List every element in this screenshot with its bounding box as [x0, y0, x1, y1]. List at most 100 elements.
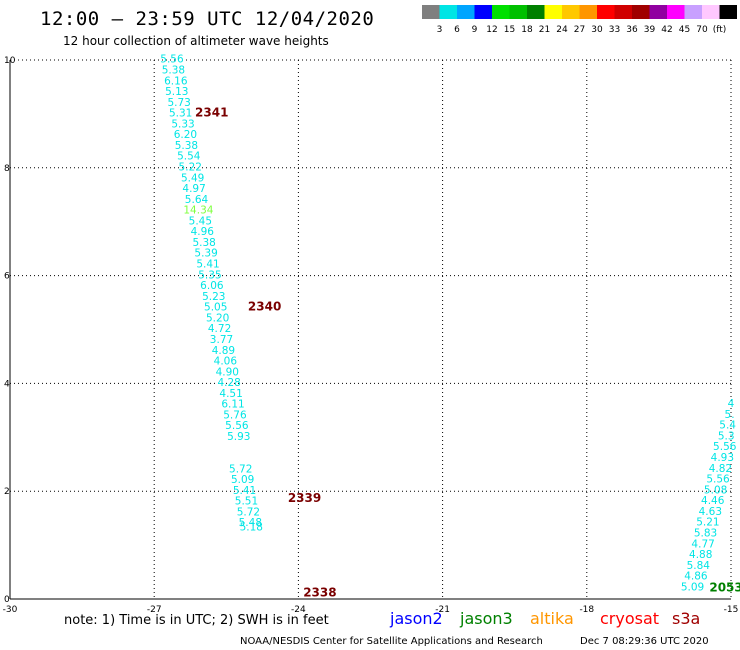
wave-height-value: 5.: [725, 409, 735, 421]
wave-height-value: 4.77: [691, 538, 714, 550]
y-tick-label: 4: [4, 379, 10, 389]
wave-height-value: 5.33: [171, 118, 194, 130]
wave-height-value: 4.82: [709, 463, 732, 475]
color-scale-label: 24: [556, 25, 568, 35]
wave-height-value: 4.63: [699, 506, 722, 518]
wave-height-value: 3.77: [210, 334, 233, 346]
x-tick-label: -27: [147, 605, 162, 615]
wave-height-value: 5.84: [687, 560, 711, 572]
wave-height-value: 4: [728, 398, 735, 410]
wave-height-value: 5.76: [223, 409, 247, 421]
color-scale-label: 45: [679, 25, 690, 35]
color-scale-label: 27: [574, 25, 585, 35]
x-tick-label: -30: [3, 605, 18, 615]
wave-height-value: 4.89: [212, 345, 235, 357]
wave-height-value: 5.51: [235, 496, 258, 508]
color-scale-swatch: [667, 5, 685, 19]
color-scale-swatch: [579, 5, 597, 19]
wave-height-value: 5.3: [718, 430, 735, 442]
footnote: note: 1) Time is in UTC; 2) SWH is in fe…: [64, 613, 329, 628]
time-label: 2340: [248, 300, 281, 314]
color-scale-label: 12: [486, 25, 497, 35]
wave-height-value: 5.22: [179, 161, 202, 173]
color-scale-swatch: [474, 5, 492, 19]
x-tick-label: -24: [291, 605, 306, 615]
wave-height-value: 5.08: [704, 484, 727, 496]
wave-height-value: 14.34: [183, 205, 213, 217]
color-scale-label: 30: [591, 25, 603, 35]
wave-height-value: 4.88: [689, 549, 712, 561]
wave-height-value: 5.56: [160, 54, 184, 66]
color-scale-label: 21: [539, 25, 550, 35]
wave-height-value: 5.72: [229, 463, 252, 475]
wave-height-value: 5.56: [225, 420, 249, 432]
satellite-legend-s3a: s3a: [672, 609, 701, 628]
y-tick-label: 6: [4, 272, 10, 282]
wave-height-value: 5.23: [202, 291, 225, 303]
y-tick-label: 0: [4, 595, 10, 605]
wave-height-value: 4.90: [216, 366, 239, 378]
wave-height-value: 5.41: [233, 485, 256, 497]
wave-height-value: 5.83: [694, 527, 717, 539]
color-scale-swatch: [649, 5, 667, 19]
wave-height-value: 5.73: [167, 97, 190, 109]
wave-height-value: 5.35: [198, 269, 221, 281]
chart-subtitle: 12 hour collection of altimeter wave hei…: [63, 34, 329, 48]
color-scale-swatch: [544, 5, 562, 19]
wave-height-value: 5.09: [681, 581, 704, 593]
wave-height-value: 5.56: [706, 474, 730, 486]
wave-height-value: 5.45: [189, 215, 212, 227]
color-scale-label: 70: [696, 25, 708, 35]
time-label: 2338: [303, 585, 336, 599]
wave-height-value: 4.51: [219, 388, 242, 400]
wave-height-value: 5.39: [194, 248, 217, 260]
color-scale-label: 36: [626, 25, 638, 35]
color-scale-label: 6: [454, 25, 460, 35]
wave-height-value: 5.49: [181, 172, 204, 184]
color-scale-label: 39: [644, 25, 656, 35]
wave-height-value: 4.28: [217, 377, 240, 389]
time-label: 2339: [288, 491, 321, 505]
color-scale-swatch: [719, 5, 737, 19]
wave-height-value: 4.46: [701, 495, 725, 507]
wave-height-value: 5.48: [239, 517, 262, 529]
credit-line: NOAA/NESDIS Center for Satellite Applica…: [240, 636, 543, 647]
y-tick-label: 8: [4, 164, 10, 174]
chart-title: 12:00 – 23:59 UTC 12/04/2020: [40, 8, 375, 30]
color-scale-swatch: [527, 5, 545, 19]
color-scale-swatch: [562, 5, 580, 19]
color-scale-label: 15: [504, 25, 515, 35]
wave-height-value: 5.05: [204, 302, 227, 314]
color-scale-swatch: [597, 5, 615, 19]
color-scale-swatch: [457, 5, 475, 19]
x-tick-label: -21: [435, 605, 450, 615]
color-scale-swatch: [614, 5, 632, 19]
wave-height-value: 5.38: [192, 237, 215, 249]
color-scale-swatch: [632, 5, 650, 19]
color-scale-swatch: [439, 5, 457, 19]
color-scale-swatch: [702, 5, 720, 19]
satellite-track: 45.5.45.35.564.934.825.565.084.464.635.2…: [681, 398, 740, 594]
satellite-track: 5.565.386.165.135.735.315.336.205.385.54…: [160, 54, 336, 600]
color-scale-swatch: [684, 5, 702, 19]
wave-height-value: 5.93: [227, 431, 250, 443]
color-scale-label: 42: [661, 25, 672, 35]
wave-height-value: 4.06: [214, 356, 238, 368]
color-scale-label: 18: [521, 25, 533, 35]
wave-height-value: 5.4: [719, 420, 736, 432]
wave-height-value: 5.64: [185, 194, 209, 206]
color-scale-legend: 3 6 9 12 15 18 21 24 27 30 33 36 39 42 45 70 (ft): [422, 5, 737, 35]
wave-height-value: 4.93: [711, 452, 734, 464]
wave-height-value: 6.20: [174, 129, 197, 141]
wave-height-value: 5.41: [196, 259, 219, 271]
time-label: 2053: [709, 580, 740, 594]
time-label: 2341: [195, 106, 228, 120]
wave-height-value: 4.72: [208, 323, 231, 335]
wave-height-value: 6.06: [200, 280, 224, 292]
satellite-legend-altika: altika: [530, 609, 574, 628]
y-tick-label: 10: [4, 56, 16, 66]
wave-height-value: 4.86: [684, 571, 708, 583]
color-scale-label: 3: [437, 25, 443, 35]
wave-height-value: 5.20: [206, 312, 229, 324]
